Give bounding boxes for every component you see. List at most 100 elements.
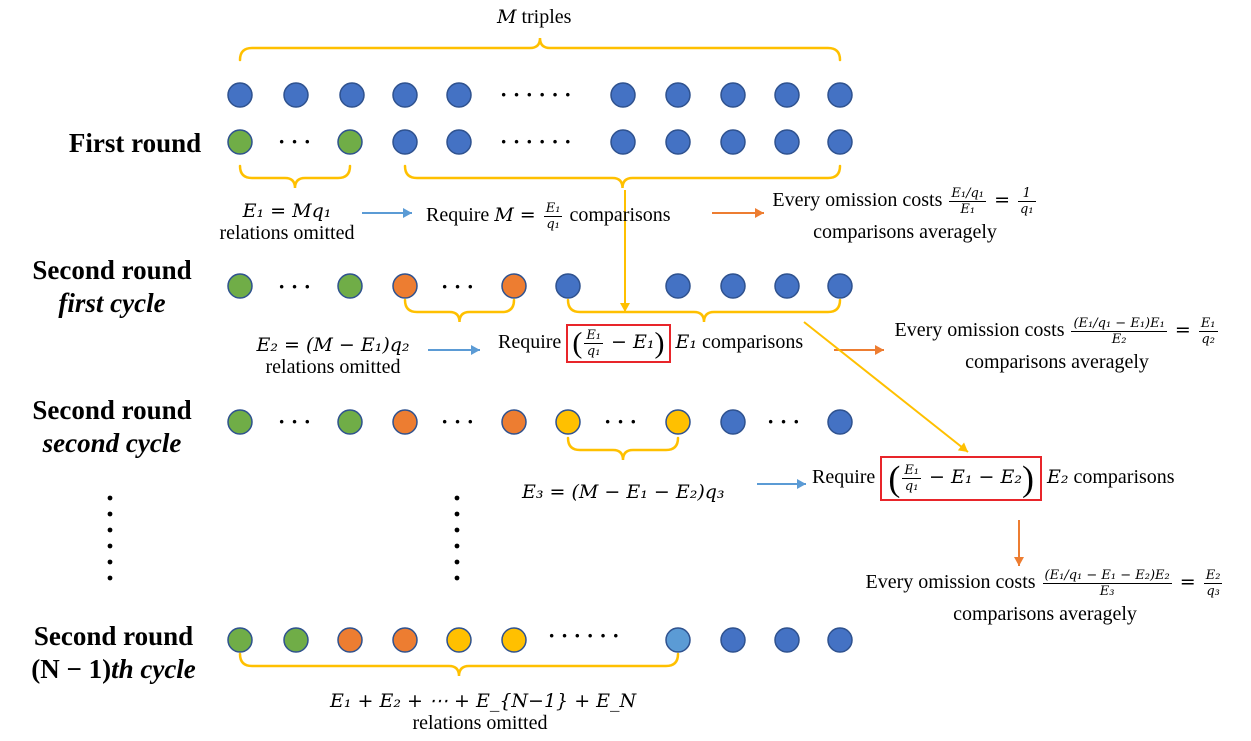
blue-circle — [720, 129, 746, 155]
frac-num: E₁/q₁ — [949, 186, 987, 202]
red-box-1: (E₁ q₁ − E₁) — [566, 324, 671, 363]
frac-e1-q1: E₁ q₁ — [543, 201, 563, 232]
orange-arrow-2-head — [875, 345, 884, 355]
frac-num: 1 — [1018, 186, 1036, 202]
minus-e1: − E₁ — [605, 331, 655, 354]
dots-row5: · · · · · · — [548, 623, 620, 648]
blue-circle — [827, 129, 853, 155]
dots-row4c: · · · — [604, 409, 638, 434]
yellow-arrow-1-head — [620, 303, 630, 312]
comparisons-word: comparisons — [564, 204, 671, 227]
orange-arrow-1-head — [755, 208, 764, 218]
second-round-text: Second round — [32, 395, 192, 425]
frac-num: E₁ — [902, 463, 922, 479]
row-label-first-cycle: Second round first cycle — [12, 254, 212, 320]
dots-row4d: · · · — [767, 409, 801, 434]
frac-den: q₁ — [1020, 202, 1034, 217]
yellow-circle — [555, 409, 581, 435]
vertical-dots-middle — [454, 527, 460, 533]
blue-arrow-1-head — [403, 208, 412, 218]
e2-block: E₂ = (M − E₁)q₂ relations omitted — [238, 334, 428, 378]
dots-row1: · · · · · · — [500, 82, 572, 107]
frac-num: E₁ — [543, 201, 563, 217]
blue-circle — [720, 273, 746, 299]
second-round-text: Second round — [33, 621, 194, 651]
require-word: Require — [426, 204, 495, 227]
m-triples-label: M triples — [497, 6, 571, 28]
vertical-dots-middle — [454, 495, 460, 501]
blue-circle — [720, 409, 746, 435]
blue-circle — [392, 129, 418, 155]
frac-den: q₁ — [546, 217, 560, 232]
sum-block: E₁ + E₂ + ⋯ + E_{N−1} + E_N relations om… — [330, 690, 637, 734]
green-circle — [227, 409, 253, 435]
comparisons-averagely-2: comparisons averagely — [965, 351, 1149, 373]
dots-row4b: · · · — [441, 409, 475, 434]
brace-m-triples — [238, 37, 842, 62]
blue-circle — [774, 129, 800, 155]
blue-circle — [555, 273, 581, 299]
frac-e1q1-e1: E₁/q₁ E₁ — [949, 186, 987, 217]
sum-eq: E₁ + E₂ + ⋯ + E_{N−1} + E_N — [330, 690, 637, 712]
require-word: Require — [812, 466, 881, 489]
frac-num: (E₁/q₁ − E₁ − E₂)E₂ — [1042, 568, 1172, 584]
brace-e1 — [238, 164, 352, 189]
e1-term: E₁ — [675, 331, 698, 354]
cost1-block: Every omission costs E₁/q₁ E₁ = 1 q₁ compa… — [770, 186, 1040, 243]
vertical-dots-left — [107, 511, 113, 517]
comparisons-word: comparisons — [1068, 466, 1175, 489]
blue-arrow-3-head — [797, 479, 806, 489]
row-label-first-round: First round — [60, 127, 210, 160]
orange-circle — [501, 273, 527, 299]
m-eq: M = — [494, 204, 542, 227]
dots-row2b: · · · · · · — [500, 129, 572, 154]
light-blue-circle — [665, 627, 691, 653]
equals-sign: = — [1173, 571, 1202, 594]
frac-den: E₂ — [1111, 332, 1127, 347]
blue-circle — [610, 82, 636, 108]
blue-circle — [339, 82, 365, 108]
green-circle — [337, 129, 363, 155]
brace-e3 — [566, 436, 680, 461]
green-circle — [283, 627, 309, 653]
require-word: Require — [498, 331, 567, 354]
blue-circle — [227, 82, 253, 108]
vertical-dots-middle — [454, 575, 460, 581]
e1-block: E₁ = Mq₁ relations omitted — [212, 200, 362, 244]
frac-den: q₁ — [586, 344, 601, 359]
blue-circle — [827, 82, 853, 108]
relations-omitted-2: relations omitted — [265, 356, 401, 378]
blue-circle — [446, 129, 472, 155]
blue-circle — [774, 273, 800, 299]
orange-circle — [392, 273, 418, 299]
require-m-block: Require M = E₁ q₁ comparisons — [426, 201, 671, 232]
dots-row2a: · · · — [278, 129, 312, 154]
frac-e1-q1: E₁ q₁ — [584, 328, 604, 359]
require-2-block: Require (E₁ q₁ − E₁) E₁ comparisons — [498, 324, 803, 363]
first-cycle-text: first cycle — [58, 288, 166, 318]
row-label-second-cycle: Second round second cycle — [12, 394, 212, 460]
brace-remaining-2 — [566, 298, 842, 323]
blue-circle — [610, 129, 636, 155]
blue-circle — [446, 82, 472, 108]
equals-sign: = — [1168, 319, 1197, 342]
row-label-nth-cycle: Second round (N − 1)th cycle — [6, 620, 221, 686]
e3-block: E₃ = (M − E₁ − E₂)q₃ — [522, 481, 725, 503]
green-circle — [227, 129, 253, 155]
vertical-dots-left — [107, 495, 113, 501]
nth-cycle-text: th cycle — [111, 654, 196, 684]
vertical-dots-left — [107, 575, 113, 581]
dots-row4a: · · · — [278, 409, 312, 434]
blue-circle — [827, 273, 853, 299]
frac-c2: (E₁/q₁ − E₁)E₁ E₂ — [1071, 316, 1167, 347]
orange-circle — [501, 409, 527, 435]
green-circle — [227, 273, 253, 299]
frac-den: q₁ — [904, 479, 919, 494]
e1-eq: E₁ = Mq₁ — [242, 200, 332, 222]
blue-circle — [774, 82, 800, 108]
yellow-circle — [665, 409, 691, 435]
blue-circle — [665, 129, 691, 155]
frac-num: E₂ — [1203, 568, 1223, 584]
frac-e1-q2: E₁ q₂ — [1198, 316, 1218, 347]
